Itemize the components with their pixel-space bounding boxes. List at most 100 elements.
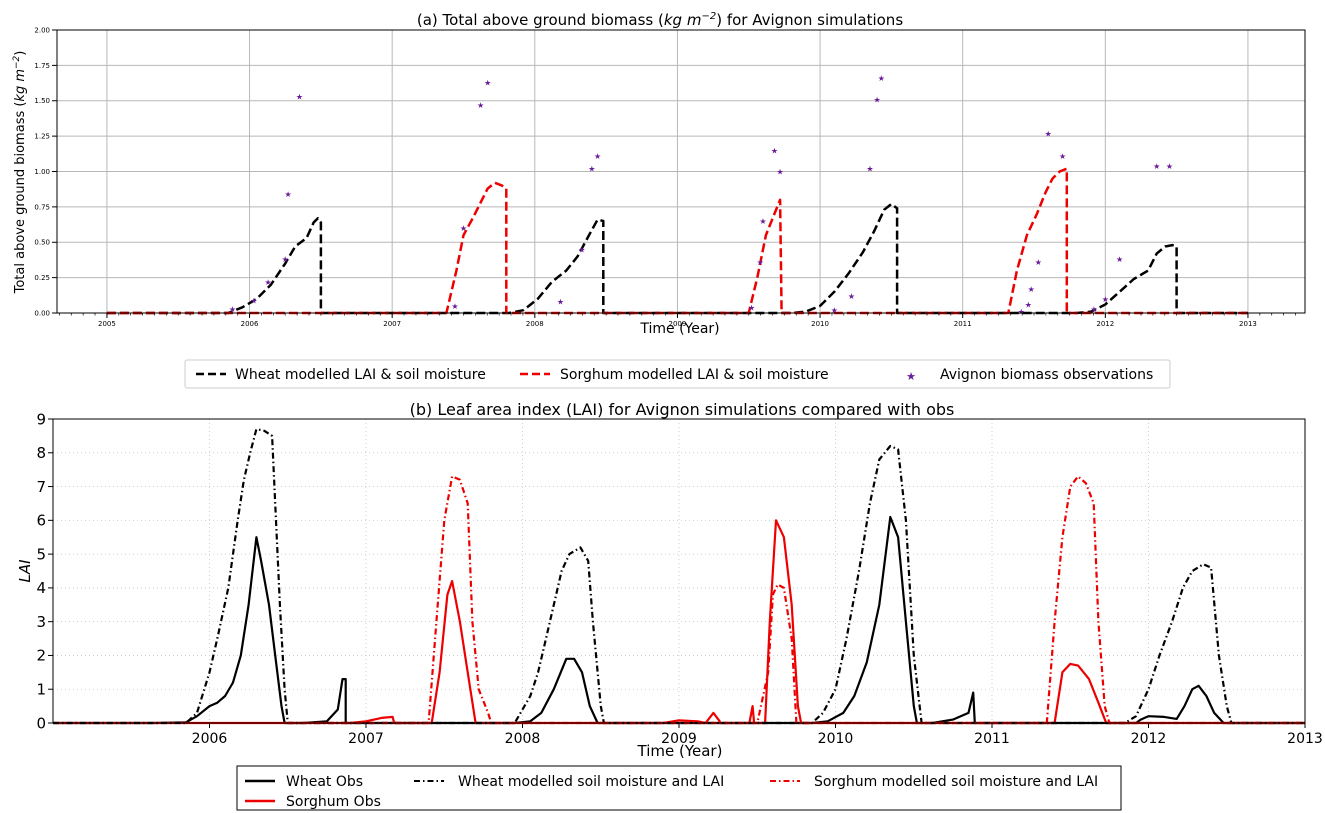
chart-a-xlabel: Time (Year) (639, 321, 719, 337)
chart-b-ytick-label: 0 (36, 714, 46, 732)
chart-b-ytick-label: 9 (36, 410, 46, 428)
chart-a-ytick-label: 0.75 (34, 203, 50, 211)
legend-top-wheat-label: Wheat modelled LAI & soil moisture (235, 367, 486, 383)
chart-b-series-line-1 (53, 519, 1305, 725)
legend-bottom-wheat-model-label: Wheat modelled soil moisture and LAI (458, 774, 724, 790)
chart-a-xtick-label: 2005 (98, 320, 116, 328)
legend-bottom-sorghum-model-label: Sorghum modelled soil moisture and LAI (814, 774, 1098, 790)
legend-top-sorghum-label: Sorghum modelled LAI & soil moisture (560, 367, 829, 383)
chart-a-series: ★ ★ ★ ★ ★ ★ ★ ★ ★ ★ ★ ★ ★ ★ ★ ★ ★ ★ ★ ★ ★ ★ ★ ★ ★ ★ ★ ★ ★ ★ ★ ★ ★ ★ ★ (106, 74, 1248, 317)
chart-a-obs-point: ★ (229, 305, 236, 314)
legend-bottom-frame (236, 765, 1122, 811)
chart-b-ytick-label: 8 (36, 444, 46, 462)
chart-a-xtick-label: 2013 (1239, 320, 1257, 328)
chart-a-obs-point: ★ (1035, 258, 1042, 267)
chart-a-ylabel: Total above ground biomass (kg m−2) (12, 51, 28, 295)
chart-b-grid (53, 418, 1306, 724)
chart-a-ytick-label: 0.25 (34, 274, 50, 282)
chart-b-ytick-label: 6 (36, 512, 46, 530)
chart-b: (b) Leaf area index (LAI) for Avignon si… (16, 400, 1323, 760)
chart-a-obs-point: ★ (265, 278, 272, 287)
chart-a-obs-point: ★ (484, 78, 491, 87)
chart-a-obs-point: ★ (1059, 152, 1066, 161)
chart-b-series (53, 428, 1305, 725)
chart-b-ytick-label: 5 (36, 545, 46, 563)
chart-b-xtick-label: 2006 (192, 731, 228, 747)
chart-a-obs-point: ★ (757, 258, 764, 267)
legend-bottom: Wheat Obs Wheat modelled soil moisture a… (236, 765, 1122, 811)
chart-a-obs-point: ★ (460, 224, 467, 233)
chart-a-obs-point: ★ (748, 303, 755, 312)
chart-b-ytick-label: 7 (36, 478, 46, 496)
chart-a-xtick-label: 2012 (1096, 320, 1114, 328)
chart-b-xtick-label: 2007 (348, 731, 384, 747)
chart-a: (a) Total above ground biomass (kg m−2) … (12, 11, 1306, 337)
chart-a-obs-point: ★ (1166, 162, 1173, 171)
chart-a-obs-point: ★ (282, 255, 289, 264)
chart-b-xtick-label: 2013 (1287, 731, 1323, 747)
chart-a-obs-point: ★ (759, 217, 766, 226)
chart-a-xtick-label: 2007 (383, 320, 401, 328)
chart-b-xtick-label: 2009 (661, 731, 697, 747)
chart-a-ytick-label: 2.00 (34, 26, 50, 34)
chart-a-obs-point: ★ (1102, 295, 1109, 304)
chart-a-obs-point: ★ (848, 292, 855, 301)
chart-b-xtick-label: 2011 (974, 731, 1010, 747)
chart-b-ticks: 2006 2007 2008 2009 2010 2011 2012 2013 0 1 2 3 4 5 6 7… (36, 410, 1322, 747)
chart-a-xtick-label: 2009 (669, 320, 687, 328)
chart-a-obs-point: ★ (451, 302, 458, 311)
chart-b-series-line-3 (287, 475, 1305, 725)
chart-a-ytick-label: 1.75 (34, 62, 50, 70)
chart-b-xlabel: Time (Year) (637, 742, 723, 760)
chart-a-obs-point: ★ (771, 146, 778, 155)
chart-a-obs-point: ★ (878, 74, 885, 83)
chart-a-obs-point: ★ (477, 101, 484, 110)
chart-a-ytick-label: 1.25 (34, 133, 50, 141)
chart-b-ytick-label: 3 (36, 613, 46, 631)
chart-a-obs-point: ★ (296, 93, 303, 102)
chart-a-obs-point: ★ (557, 298, 564, 307)
chart-b-ytick-label: 4 (36, 579, 46, 597)
chart-b-ytick-label: 2 (36, 647, 46, 665)
chart-a-obs-point: ★ (1028, 285, 1035, 294)
chart-b-ytick-label: 1 (36, 680, 46, 698)
chart-a-obs-point: ★ (594, 152, 601, 161)
chart-a-obs-point: ★ (1116, 255, 1123, 264)
legend-top-obs-label: Avignon biomass observations (940, 367, 1153, 383)
chart-a-ytick-label: 0.00 (34, 309, 50, 317)
chart-b-ylabel: LAI (16, 559, 34, 583)
chart-a-obs-point: ★ (284, 190, 291, 199)
chart-a-obs-point: ★ (1025, 301, 1032, 310)
chart-a-obs-point: ★ (1153, 162, 1160, 171)
legend-bottom-wheat-obs-label: Wheat Obs (286, 774, 363, 790)
chart-a-obs-point: ★ (1045, 129, 1052, 138)
chart-a-grid (57, 29, 1305, 314)
chart-b-xtick-label: 2008 (505, 731, 541, 747)
chart-a-obs-point: ★ (1018, 308, 1025, 317)
chart-a-ytick-label: 1.50 (34, 97, 50, 105)
chart-a-xtick-label: 2008 (526, 320, 544, 328)
chart-b-xtick-label: 2010 (818, 731, 854, 747)
legend-bottom-sorghum-obs-label: Sorghum Obs (286, 794, 381, 810)
chart-a-obs-point: ★ (578, 245, 585, 254)
chart-b-title: (b) Leaf area index (LAI) for Avignon si… (410, 400, 955, 419)
chart-a-ytick-label: 1.00 (34, 168, 50, 176)
chart-a-obs-point: ★ (777, 168, 784, 177)
chart-a-obs-point: ★ (250, 296, 257, 305)
chart-b-series-line-0 (53, 515, 1305, 725)
chart-a-ticks: 2005 2006 2007 2008 2009 2010 2011 2012 2013 0.00… (34, 26, 1296, 328)
chart-a-obs-point: ★ (874, 95, 881, 104)
legend-top-obs-marker: ★ (906, 370, 916, 383)
chart-a-series-line-0 (106, 202, 1248, 315)
chart-b-series-line-2 (53, 428, 1305, 725)
chart-a-xtick-label: 2006 (241, 320, 259, 328)
chart-a-xtick-label: 2011 (954, 320, 972, 328)
chart-a-series-line-1 (106, 167, 1248, 315)
chart-a-obs-point: ★ (588, 165, 595, 174)
chart-b-xtick-label: 2012 (1131, 731, 1167, 747)
legend-top: Wheat modelled LAI & soil moisture Sorgh… (184, 359, 1171, 389)
chart-a-title: (a) Total above ground biomass (kg m−2) … (417, 11, 903, 29)
legend-top-frame (184, 359, 1171, 389)
chart-a-xtick-label: 2010 (811, 320, 829, 328)
